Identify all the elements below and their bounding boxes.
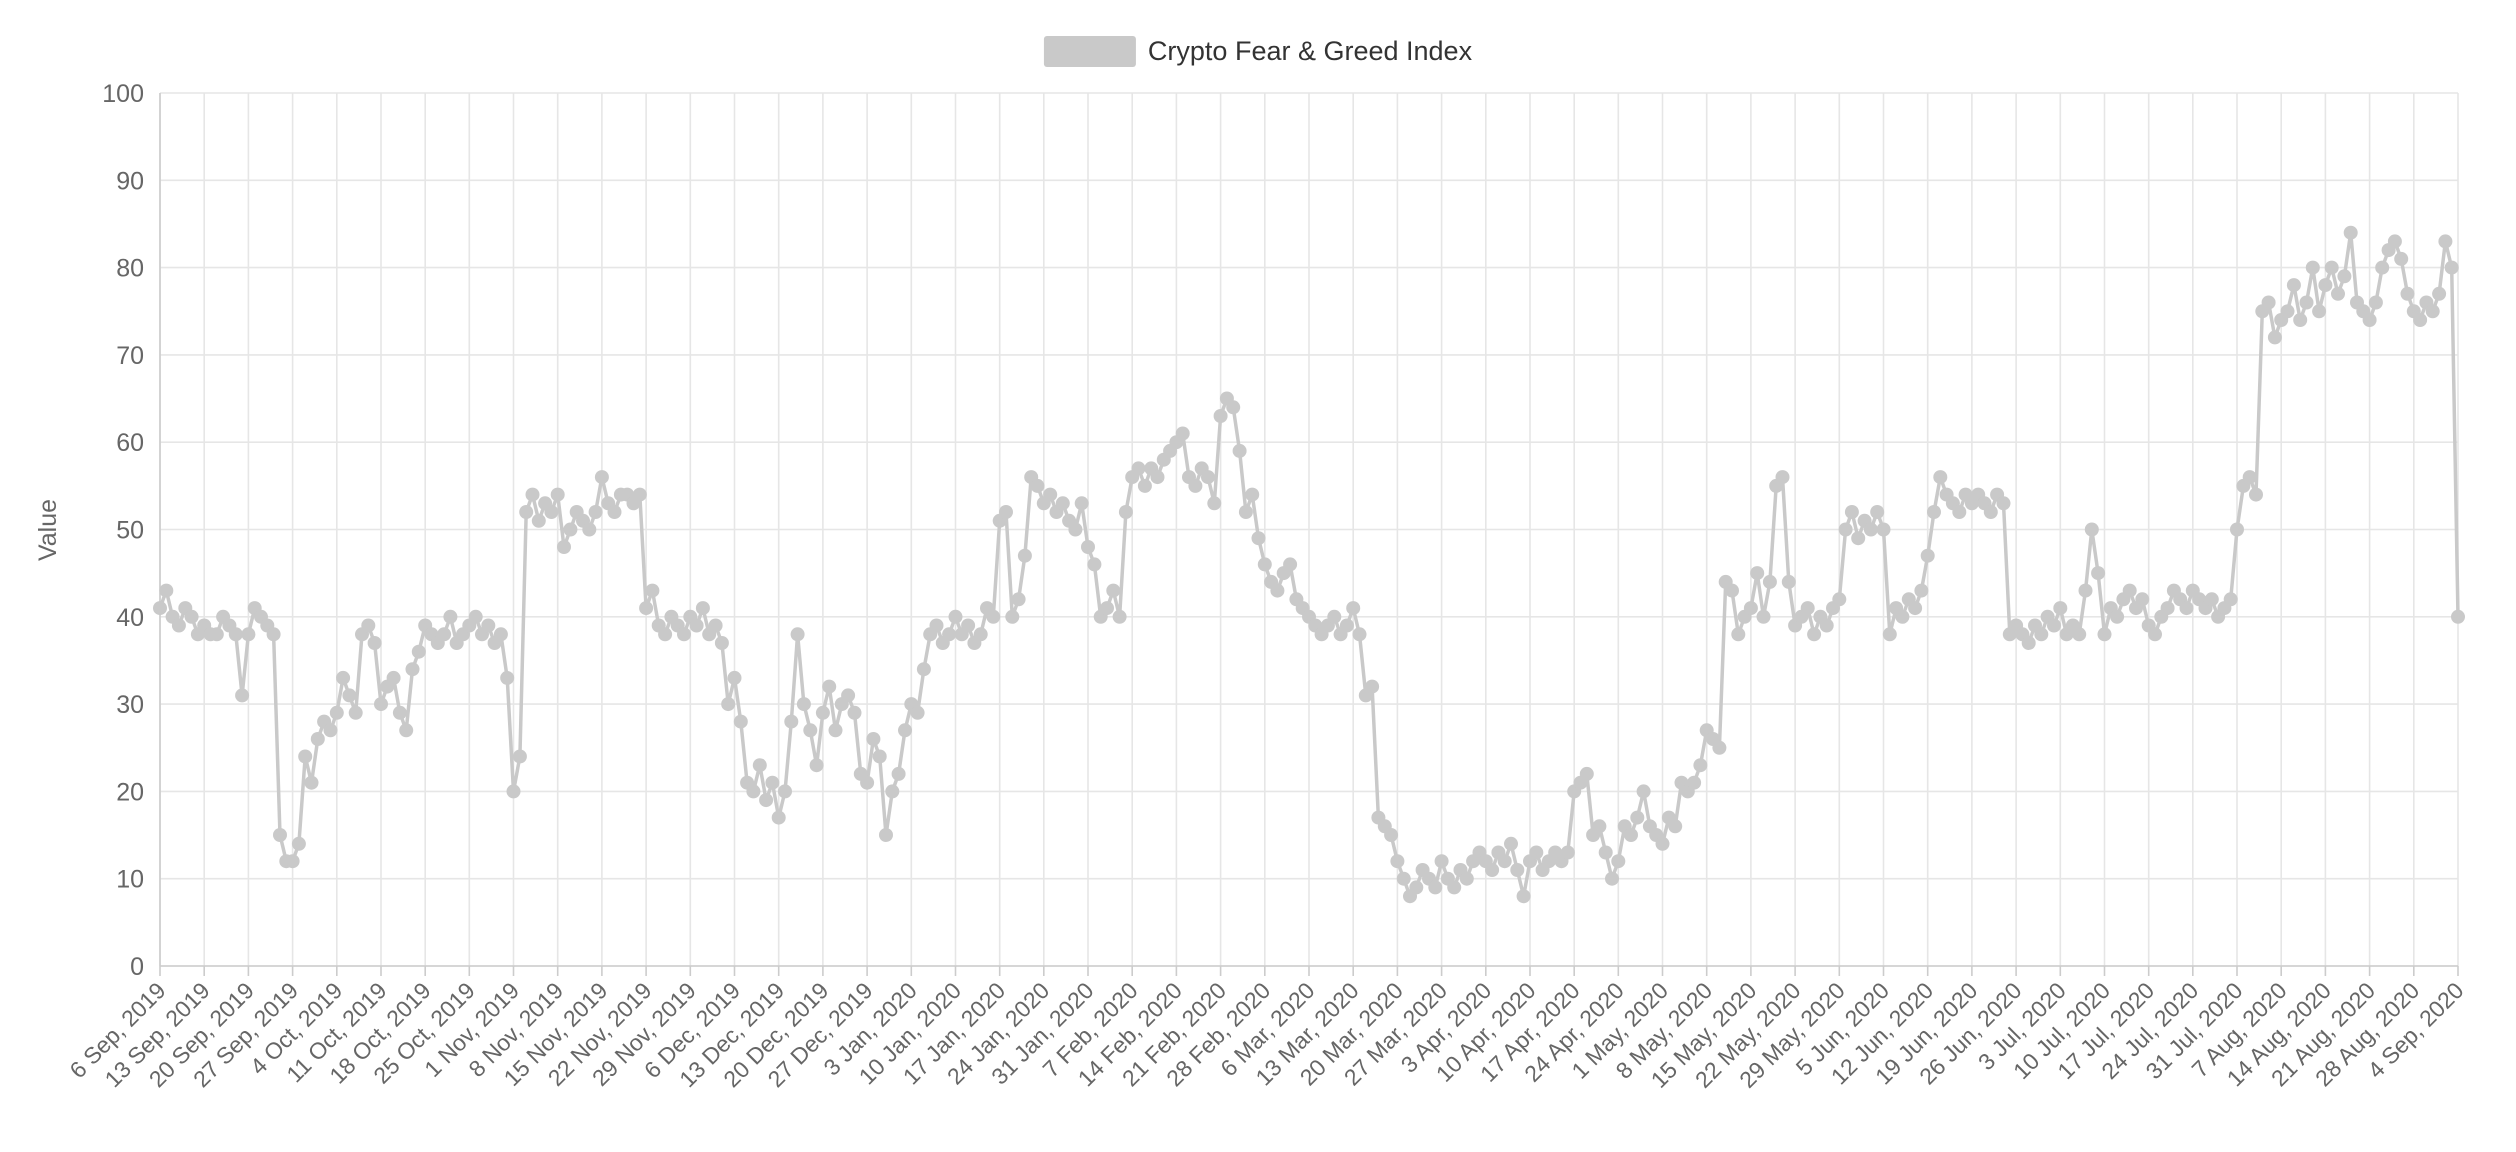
y-tick-label: 0 [130, 953, 144, 981]
y-tick-label: 100 [102, 80, 144, 108]
y-tick-label: 80 [116, 255, 144, 283]
series-markers [153, 225, 2465, 904]
y-tick-label: 40 [116, 604, 144, 632]
y-tick-label: 90 [116, 167, 144, 195]
y-axis-title: Value [34, 499, 62, 561]
y-tick-label: 50 [116, 517, 144, 545]
legend[interactable]: Crypto Fear & Greed Index [1043, 36, 1473, 67]
y-tick-label: 60 [116, 429, 144, 457]
y-tick-label: 10 [116, 866, 144, 894]
legend-label: Crypto Fear & Greed Index [1147, 36, 1473, 66]
legend-swatch [1043, 36, 1136, 67]
y-tick-label: 30 [116, 691, 144, 719]
y-tick-label: 20 [116, 778, 144, 806]
y-tick-label: 70 [116, 342, 144, 370]
